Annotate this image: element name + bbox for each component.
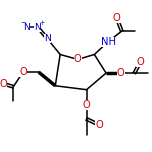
Text: +: + (39, 20, 44, 26)
Text: NH: NH (100, 37, 116, 47)
Text: O: O (83, 100, 90, 110)
Text: O: O (95, 120, 103, 130)
Text: O: O (74, 54, 82, 64)
Text: O: O (117, 68, 125, 78)
Text: O: O (0, 79, 7, 89)
Text: N: N (24, 23, 30, 32)
Text: N: N (34, 23, 41, 32)
Text: −: − (20, 20, 26, 26)
Text: O: O (19, 67, 27, 77)
Text: O: O (136, 57, 144, 67)
Text: O: O (113, 13, 121, 23)
Text: N: N (44, 34, 51, 43)
